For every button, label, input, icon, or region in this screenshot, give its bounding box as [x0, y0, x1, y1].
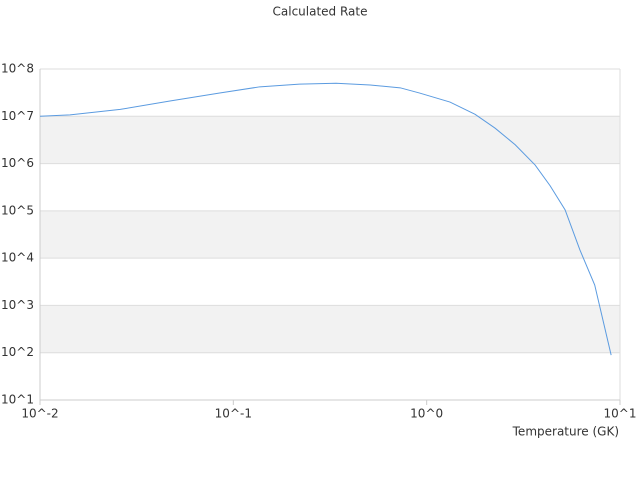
- x-tick-label: 10^-2: [21, 407, 58, 421]
- x-axis-label: Temperature (GK): [512, 425, 619, 439]
- y-tick-label: 10^5: [1, 203, 34, 217]
- y-tick-label: 10^1: [1, 393, 34, 407]
- chart-title: Calculated Rate: [273, 5, 368, 19]
- data-line: [39, 82, 612, 356]
- grid-band: [40, 210, 620, 259]
- y-tick-label: 10^8: [1, 62, 34, 76]
- grid-band: [40, 305, 620, 353]
- x-tick-label: 10^0: [410, 407, 443, 421]
- x-tick-label: 10^-1: [215, 407, 252, 421]
- y-tick-label: 10^6: [1, 156, 34, 170]
- grid-band: [40, 116, 620, 164]
- y-tick-label: 10^4: [1, 251, 34, 265]
- x-tick-label: 10^1: [604, 407, 637, 421]
- y-tick-label: 10^3: [1, 298, 34, 312]
- y-tick-label: 10^2: [1, 345, 34, 359]
- y-tick-label: 10^7: [1, 109, 34, 123]
